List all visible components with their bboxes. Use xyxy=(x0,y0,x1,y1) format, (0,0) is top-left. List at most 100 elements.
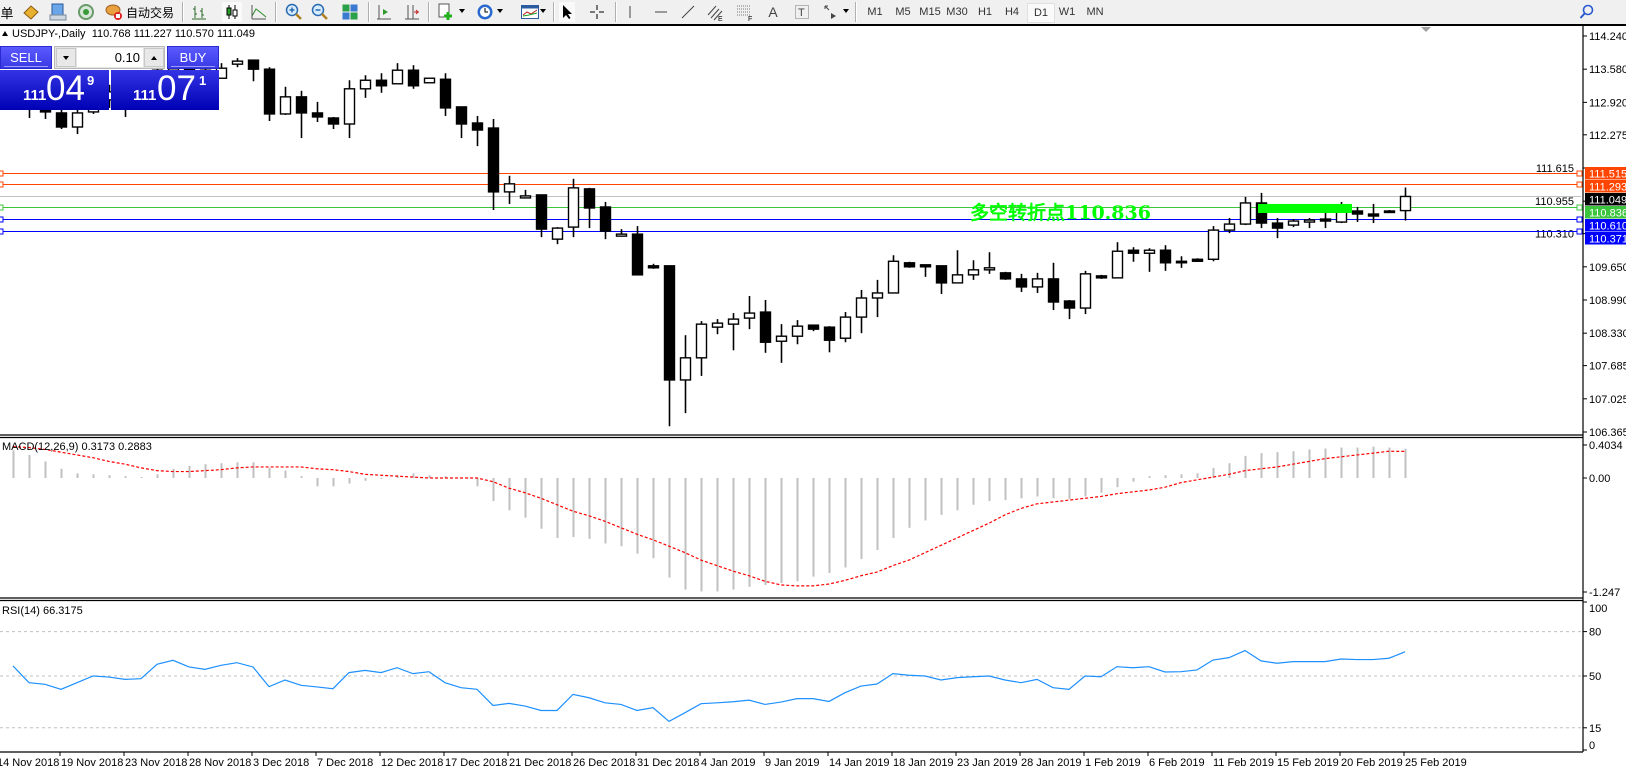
macd-axis-label: -1.247 xyxy=(1589,587,1620,599)
pivot-annotation-text[interactable]: 多空转折点110.836 xyxy=(970,202,1151,224)
profiles-icon[interactable] xyxy=(21,2,41,22)
timeframe-m5[interactable]: M5 xyxy=(895,6,911,18)
bar-chart-icon[interactable] xyxy=(190,2,208,22)
candle-body-bearish xyxy=(583,188,596,209)
fibonacci-icon[interactable]: F xyxy=(736,2,754,22)
buy-button[interactable]: BUY xyxy=(167,46,219,69)
arrows-icon[interactable] xyxy=(821,2,839,22)
menu-fragment[interactable]: 单 xyxy=(0,6,14,22)
new-indicator-dropdown[interactable] xyxy=(459,9,465,13)
candle-body-bearish xyxy=(487,127,500,193)
search-icon[interactable] xyxy=(1578,2,1596,22)
auto-scroll-icon[interactable] xyxy=(403,2,421,22)
zoom-in-icon[interactable] xyxy=(285,2,303,22)
macd-axis-label: 0.00 xyxy=(1589,473,1610,485)
toolbar-separator xyxy=(615,2,617,22)
time-axis-label: 12 Dec 2018 xyxy=(381,757,443,769)
crosshair-icon[interactable] xyxy=(588,2,606,22)
candle xyxy=(999,271,1012,280)
chart-header: USDJPY-,Daily 110.768 111.227 110.570 11… xyxy=(2,28,255,40)
candle xyxy=(279,86,292,115)
text-label-icon[interactable]: T xyxy=(793,2,811,22)
cursor-icon[interactable] xyxy=(559,2,575,22)
price-axis-label: 113.580 xyxy=(1589,64,1626,76)
candle-body-bullish xyxy=(1207,229,1220,260)
buy-price-big-figure: 111 xyxy=(133,87,157,104)
timeframe-d1[interactable]: D1 xyxy=(1027,3,1055,23)
sell-button[interactable]: SELL xyxy=(0,46,52,69)
candle-body-bearish xyxy=(1255,202,1268,224)
macd-histogram-bar xyxy=(556,478,559,538)
timeframe-m30[interactable]: M30 xyxy=(946,6,968,18)
auto-trading-icon[interactable] xyxy=(104,2,124,22)
timeframe-m15[interactable]: M15 xyxy=(919,6,941,18)
macd-histogram-bar xyxy=(620,478,623,547)
candle-body-bearish xyxy=(903,262,916,268)
collapse-triangle-icon[interactable] xyxy=(2,31,8,36)
candle xyxy=(519,189,532,199)
data-window-icon[interactable] xyxy=(48,2,68,22)
rsi-axis-label: 50 xyxy=(1589,671,1601,683)
candle-body-bearish xyxy=(263,68,276,115)
timeframe-w1[interactable]: W1 xyxy=(1058,6,1076,18)
candle-body-bullish xyxy=(1031,278,1044,288)
templates-dropdown[interactable] xyxy=(540,9,546,13)
candle xyxy=(1271,218,1284,239)
candle-body-bearish xyxy=(535,194,548,230)
templates-icon[interactable] xyxy=(521,2,539,22)
candle xyxy=(919,264,932,277)
candle xyxy=(679,335,692,414)
macd-histogram-bar xyxy=(268,467,271,478)
rsi-axis-label: 15 xyxy=(1589,723,1601,735)
macd-histogram-bar xyxy=(444,476,447,478)
svg-text:E: E xyxy=(718,16,723,21)
candle-body-bearish xyxy=(647,265,660,269)
price-axis-label: 112.920 xyxy=(1589,97,1626,109)
arrows-dropdown[interactable] xyxy=(843,9,849,13)
line-chart-icon[interactable] xyxy=(250,2,268,22)
candle xyxy=(1207,226,1220,262)
macd-histogram-bar xyxy=(1004,478,1007,501)
timeframe-mn[interactable]: MN xyxy=(1086,6,1104,18)
zoom-out-icon[interactable] xyxy=(311,2,329,22)
candle-body-bearish xyxy=(759,311,772,343)
volume-input[interactable]: 0.10 xyxy=(77,48,143,67)
buy-price[interactable]: 111 07 1 xyxy=(111,69,219,110)
volume-decrease-button[interactable] xyxy=(56,48,76,67)
vertical-line-icon[interactable] xyxy=(622,2,638,22)
candle xyxy=(1143,248,1156,272)
candle-body-bullish xyxy=(567,187,580,228)
time-axis-label: 14 Jan 2019 xyxy=(829,757,890,769)
periods-dropdown[interactable] xyxy=(497,9,503,13)
rsi-axis-label: 0 xyxy=(1589,740,1595,752)
candle xyxy=(423,77,436,84)
macd-histogram-bar xyxy=(908,478,911,528)
timeframe-h4[interactable]: H4 xyxy=(1004,6,1020,18)
level-handle-icon xyxy=(1576,228,1583,235)
level-price-label-bg xyxy=(1585,180,1626,193)
tile-windows-icon[interactable] xyxy=(341,2,359,22)
time-axis-label: 28 Jan 2019 xyxy=(1021,757,1082,769)
equidistant-channel-icon[interactable]: E xyxy=(706,2,724,22)
volume-increase-button[interactable] xyxy=(144,48,164,67)
trendline-icon[interactable] xyxy=(679,2,697,22)
periods-icon[interactable] xyxy=(476,2,494,22)
signals-icon[interactable] xyxy=(76,2,96,22)
timeframe-h1[interactable]: H1 xyxy=(977,6,993,18)
macd-histogram-bar xyxy=(892,478,895,538)
chart-shift-icon[interactable] xyxy=(375,2,393,22)
candle-body-bullish xyxy=(423,77,436,84)
horizontal-level-line: 111.515 xyxy=(0,167,1626,181)
candle-body-bullish xyxy=(1143,249,1156,254)
candlestick-icon[interactable] xyxy=(222,2,242,22)
new-indicator-icon[interactable] xyxy=(437,2,455,22)
horizontal-line-icon[interactable] xyxy=(652,2,670,22)
macd-histogram-bar xyxy=(284,470,287,478)
text-icon[interactable]: A xyxy=(768,4,778,20)
candle xyxy=(1159,245,1172,271)
timeframe-m1[interactable]: M1 xyxy=(867,6,883,18)
chart-shift-marker-icon xyxy=(1421,27,1431,32)
sell-price[interactable]: 111 04 9 xyxy=(0,69,109,110)
auto-trading-button[interactable]: 自动交易 xyxy=(125,5,174,20)
